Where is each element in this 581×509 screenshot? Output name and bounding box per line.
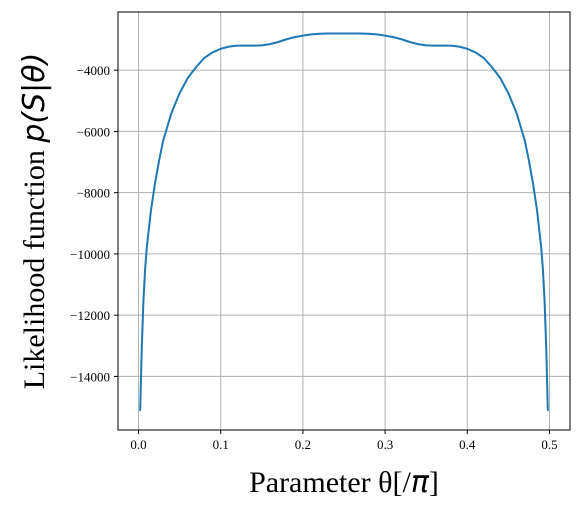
y-tick-label: −10000 [70, 247, 110, 262]
y-tick-label: −4000 [77, 63, 110, 78]
x-tick-label: 0.3 [377, 437, 393, 452]
x-tick-label: 0.5 [541, 437, 557, 452]
y-axis-label: Likelihood function p(S|θ) [17, 53, 52, 390]
plot-area-frame [117, 11, 571, 431]
x-axis-ticks: 0.0 0.1 0.2 0.3 0.4 0.5 [130, 430, 558, 452]
grid [118, 12, 570, 430]
x-axis-label: Parameter θ[/π] [249, 465, 439, 500]
x-tick-label: 0.4 [459, 437, 476, 452]
y-tick-label: −12000 [70, 308, 110, 323]
x-tick-label: 0.0 [130, 437, 146, 452]
y-tick-label: −14000 [70, 369, 110, 384]
y-tick-label: −6000 [77, 124, 110, 139]
y-axis-ticks: −14000 −12000 −10000 −8000 −6000 −4000 [70, 63, 118, 384]
x-tick-label: 0.1 [213, 437, 229, 452]
likelihood-series-line [139, 32, 549, 412]
x-tick-label: 0.2 [295, 437, 311, 452]
y-tick-label: −8000 [77, 186, 110, 201]
